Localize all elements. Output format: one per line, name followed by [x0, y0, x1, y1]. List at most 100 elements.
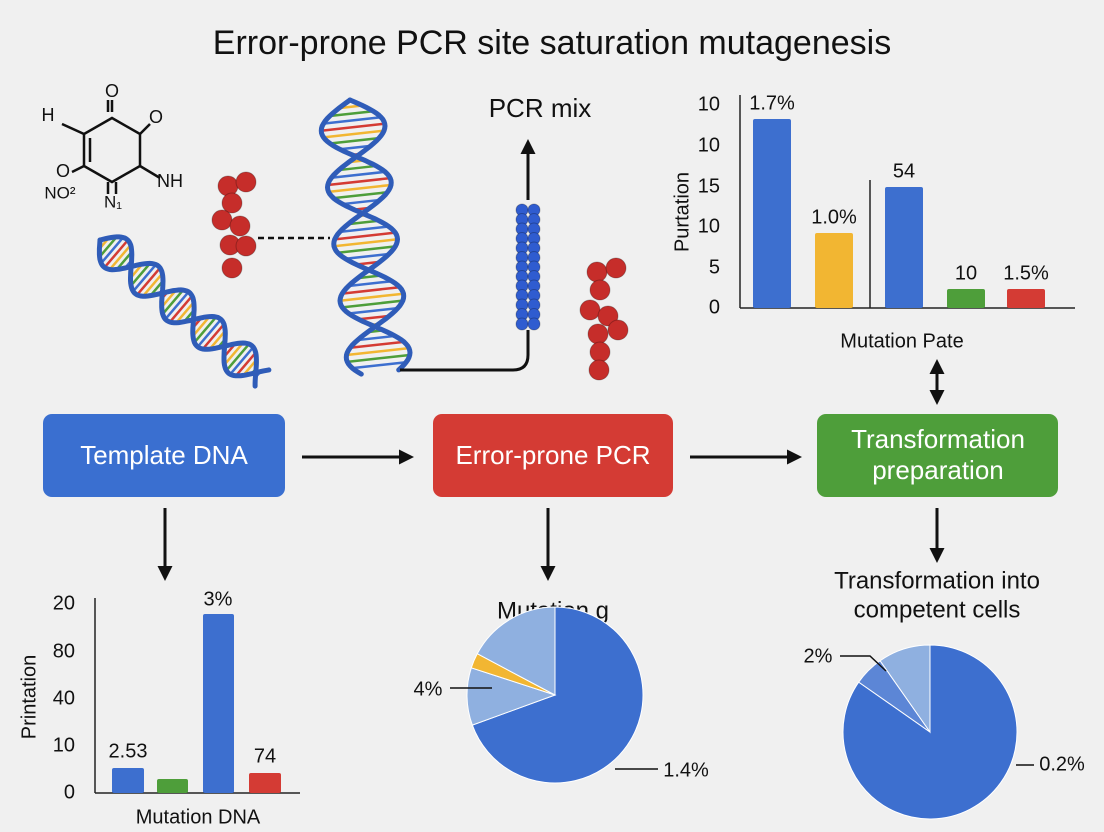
pie-label: 2% — [804, 645, 833, 667]
base-pair — [350, 340, 404, 350]
bar — [203, 614, 234, 793]
base-pair — [142, 272, 164, 297]
base-pair — [345, 252, 390, 261]
base-pair — [164, 291, 190, 321]
tick-label: 10 — [698, 215, 720, 237]
pie-label: 4% — [414, 678, 443, 700]
bead — [589, 341, 611, 363]
bar — [112, 768, 144, 793]
bar — [947, 289, 985, 308]
bead — [235, 235, 257, 257]
base-pair — [348, 219, 379, 226]
tick-label: 10 — [698, 134, 720, 156]
tick-label: 0 — [709, 296, 720, 318]
x-label: Mutation Pate — [840, 330, 963, 352]
tick-label: 5 — [709, 256, 720, 278]
base-pair — [103, 239, 129, 269]
y-label: Printation — [18, 655, 40, 740]
base-pair — [208, 330, 227, 350]
atom-label: NH — [157, 171, 183, 191]
strand — [324, 97, 413, 373]
bead — [597, 305, 619, 327]
step-label: Error-prone PCR — [455, 440, 650, 470]
pie-label: 1.4% — [663, 759, 709, 781]
base-pair — [333, 238, 398, 248]
base-pair — [130, 262, 151, 287]
bar — [815, 233, 853, 308]
tick-label: 80 — [53, 640, 75, 662]
atom-label: NO² — [44, 183, 76, 202]
base-pair — [98, 236, 118, 258]
pie-slice — [476, 606, 556, 696]
bottom-chart: 20 80 40 10 0 2.53 3% 74 Printation Muta… — [18, 588, 300, 828]
base-pair — [348, 306, 398, 315]
value-label: 1.7% — [749, 92, 795, 114]
dna-illustrations — [96, 97, 629, 389]
bead — [579, 299, 601, 321]
tick-label: 0 — [64, 781, 75, 803]
step-box: Error-prone PCR — [433, 414, 673, 497]
base-pair — [229, 346, 255, 376]
bar — [249, 773, 281, 793]
base-pair — [168, 295, 194, 323]
base-pair — [323, 129, 385, 139]
atom-label: N₁ — [104, 192, 122, 211]
value-label: 74 — [254, 745, 276, 767]
strand — [97, 234, 259, 389]
step-label: Template DNA — [80, 440, 248, 470]
strand — [96, 237, 272, 379]
bar — [753, 119, 791, 308]
bar — [1007, 289, 1045, 308]
top-chart: 10 10 15 10 5 0 1.7% 1.0% 54 10 1.5% Pur… — [671, 92, 1075, 352]
atom-label: O — [56, 161, 70, 181]
bead — [515, 317, 529, 331]
pie-label: 0.2% — [1039, 753, 1085, 775]
leader — [840, 655, 887, 672]
base-pair — [328, 183, 392, 194]
base-pair — [346, 346, 410, 357]
pie-title: Transformation into — [834, 567, 1040, 594]
bead — [605, 257, 627, 279]
bead — [211, 209, 233, 231]
base-pair — [339, 292, 404, 302]
base-pair — [358, 314, 390, 321]
base-pair — [342, 198, 381, 206]
base-pair — [337, 245, 396, 255]
tick-label: 15 — [698, 175, 720, 197]
tick-label: 10 — [698, 93, 720, 115]
base-pair — [321, 122, 385, 132]
bead — [587, 323, 609, 345]
base-pair — [132, 263, 157, 293]
base-pair — [196, 318, 222, 348]
pie-transformation: Transformation into competent cells — [834, 567, 1040, 820]
bead — [221, 257, 243, 279]
pie-slice — [879, 644, 931, 734]
base-pair — [327, 176, 391, 187]
base-pair — [352, 360, 407, 370]
atom-label: O — [149, 107, 163, 127]
base-pair — [234, 351, 257, 377]
base-pair — [175, 301, 195, 324]
bead — [589, 279, 611, 301]
bead — [229, 215, 251, 237]
base-pair — [333, 190, 388, 200]
atom-label: O — [105, 81, 119, 101]
base-pair — [329, 136, 380, 145]
base-pair — [193, 316, 218, 344]
base-pair — [347, 353, 410, 364]
pie-slice — [471, 606, 644, 784]
tick-label: 20 — [53, 592, 75, 614]
bead — [235, 171, 257, 193]
value-label: 3% — [204, 588, 233, 610]
y-label: Purtation — [671, 172, 693, 252]
base-pair — [342, 285, 400, 295]
base-pair — [331, 170, 386, 180]
value-label: 54 — [893, 160, 915, 182]
bar — [885, 187, 923, 308]
step-label: Transformation — [851, 424, 1025, 454]
tick-label: 40 — [53, 687, 75, 709]
base-pair — [100, 236, 125, 265]
bead — [586, 261, 608, 283]
base-pair — [357, 334, 396, 342]
